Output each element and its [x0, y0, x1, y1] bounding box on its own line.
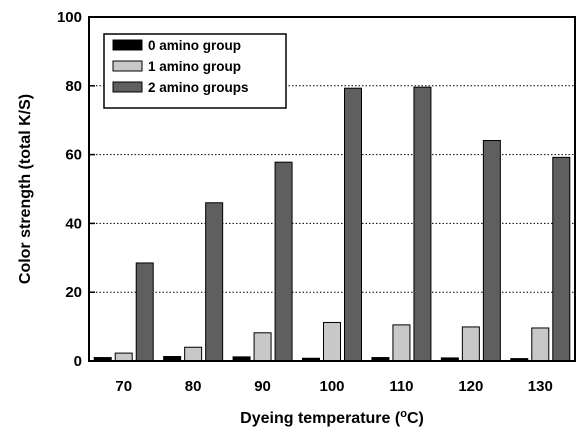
y-axis-title: Color strength (total K/S) — [17, 94, 34, 284]
legend: 0 amino group 1 amino group 2 amino groups — [103, 33, 287, 109]
bar-1-amino-group-120 — [461, 326, 480, 362]
y-tick-label: 0 — [74, 353, 82, 370]
x-tick-label: 90 — [254, 378, 271, 395]
bar-1-amino-group-110 — [392, 324, 411, 362]
y-tick-label: 40 — [65, 215, 82, 232]
bar-1-amino-group-100 — [323, 321, 341, 362]
x-axis-title-superscript: o — [400, 408, 407, 420]
y-tick-label: 60 — [65, 147, 82, 164]
bar-1-amino-group-80 — [184, 346, 203, 362]
x-tick-label: 130 — [528, 378, 553, 395]
bar-2-amino-groups-90 — [274, 161, 293, 362]
bar-1-amino-group-70 — [114, 352, 133, 362]
x-axis-title-unit: C) — [407, 410, 424, 427]
bars-group — [93, 86, 571, 362]
x-tick-label: 110 — [389, 378, 413, 395]
bar-2-amino-groups-100 — [344, 87, 362, 362]
legend-label: 0 amino group — [148, 38, 241, 53]
bar-2-amino-groups-80 — [205, 202, 224, 362]
x-tick-label: 100 — [319, 378, 344, 395]
legend-swatch — [112, 60, 143, 72]
plot-area-frame — [88, 16, 576, 362]
legend-swatch — [112, 81, 143, 93]
bar-2-amino-groups-110 — [413, 86, 432, 362]
x-tick-label: 120 — [458, 378, 483, 395]
y-tick-label: 80 — [65, 78, 82, 95]
legend-label: 2 amino groups — [148, 80, 249, 95]
legend-swatch — [112, 39, 143, 51]
y-tick-label: 20 — [65, 284, 82, 301]
x-axis-title: Dyeing temperature (oC) — [240, 408, 424, 427]
x-axis-title-main: Dyeing temperature ( — [240, 410, 401, 427]
y-tick-label: 100 — [57, 9, 82, 26]
legend-label: 1 amino group — [148, 59, 241, 74]
bar-1-amino-group-130 — [531, 327, 550, 362]
x-tick-label: 70 — [115, 378, 132, 395]
x-tick-label: 80 — [185, 378, 202, 395]
bar-2-amino-groups-120 — [482, 139, 501, 362]
bar-1-amino-group-90 — [253, 332, 272, 362]
axis-ticks: 0 20 40 60 80 100 70 80 90 100 110 120 130 — [57, 9, 553, 395]
bar-2-amino-groups-130 — [552, 156, 571, 362]
bar-2-amino-groups-70 — [135, 262, 154, 362]
